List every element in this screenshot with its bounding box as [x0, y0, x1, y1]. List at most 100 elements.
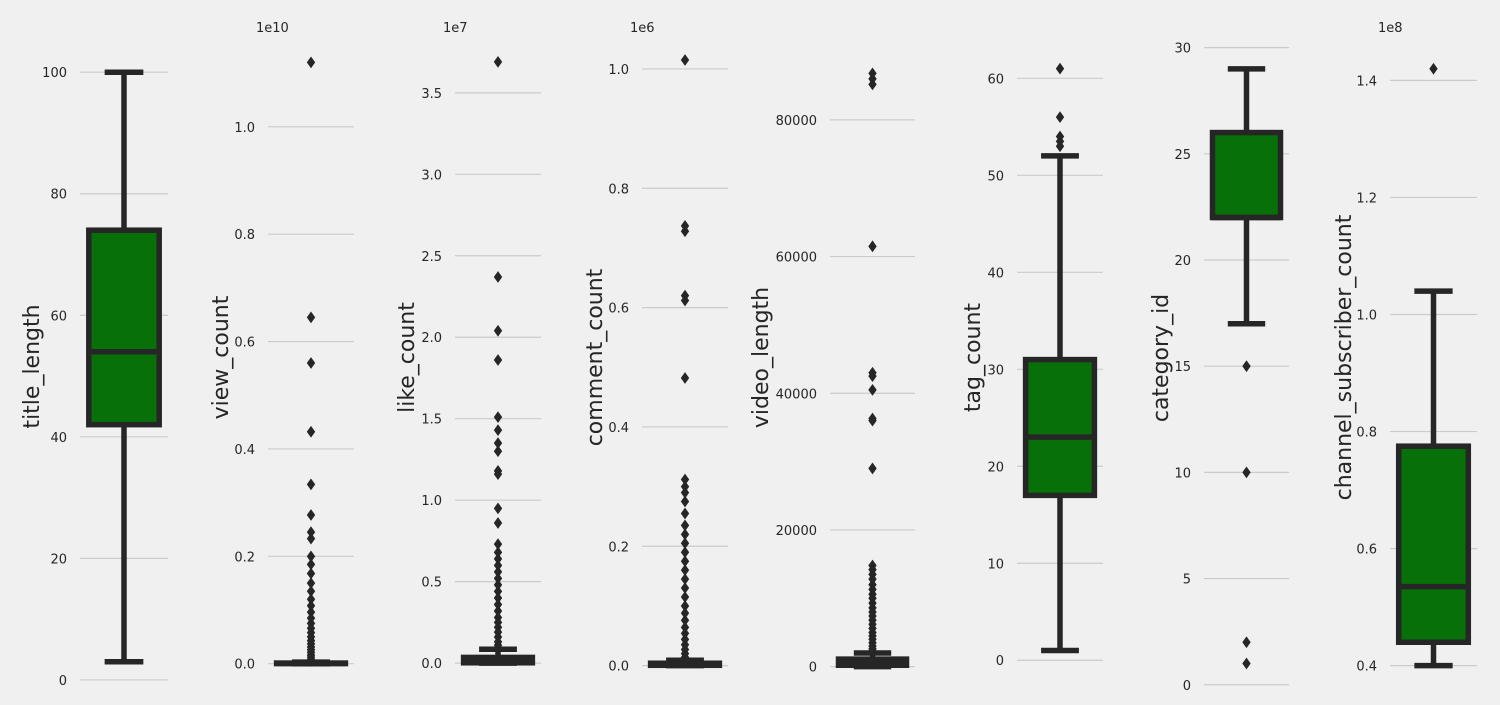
- y-tick-label: 15: [1174, 360, 1191, 375]
- y-tick-label: 0.0: [608, 660, 629, 675]
- outlier-point: [680, 480, 690, 493]
- outlier-point: [493, 424, 503, 436]
- y-tick-label: 1.5: [421, 413, 442, 428]
- y-tick-label: 0.2: [608, 540, 629, 555]
- outlier-point: [1055, 140, 1065, 153]
- y-tick-label: 0: [809, 661, 817, 676]
- outlier-point: [306, 311, 316, 324]
- outlier-point: [493, 605, 503, 617]
- outlier-point: [1242, 466, 1251, 479]
- y-tick-label: 25: [1174, 148, 1191, 163]
- outlier-point: [680, 627, 690, 640]
- y-tick-label: 50: [987, 169, 1004, 184]
- y-axis-label: comment_count: [583, 268, 608, 446]
- y-tick-label: 2.0: [421, 331, 442, 346]
- outlier-point: [1055, 111, 1065, 124]
- y-tick-label: 60: [50, 309, 67, 324]
- y-axis-label: channel_subscriber_count: [1332, 214, 1357, 500]
- outlier-point: [493, 639, 503, 652]
- outlier-point: [306, 478, 316, 491]
- outlier-point: [493, 546, 503, 559]
- outlier-point: [680, 528, 690, 541]
- y-tick-label: 1.4: [1356, 74, 1377, 89]
- outlier-point: [868, 78, 877, 91]
- outlier-point: [493, 565, 503, 578]
- y-tick-label: 100: [42, 66, 67, 81]
- outlier-point: [1242, 360, 1251, 373]
- y-tick-label: 10: [987, 557, 1004, 572]
- y-tick-label: 20: [1174, 254, 1191, 269]
- outlier-point: [306, 599, 316, 612]
- outlier-point: [493, 552, 503, 565]
- outlier-point: [493, 585, 503, 598]
- axis-offset-label: 1e6: [630, 21, 655, 36]
- y-tick-label: 20: [50, 552, 67, 567]
- y-tick-label: 0.8: [1356, 426, 1377, 441]
- y-tick-label: 0.0: [234, 658, 255, 673]
- y-tick-label: 3.0: [421, 168, 442, 183]
- outlier-point: [868, 645, 877, 657]
- y-tick-label: 80000: [776, 114, 817, 129]
- y-tick-label: 3.5: [421, 87, 442, 102]
- iqr-box: [86, 227, 162, 428]
- outlier-point: [493, 538, 503, 551]
- y-axis-label: title_length: [20, 304, 45, 428]
- outlier-point: [493, 592, 503, 604]
- y-tick-label: 1.0: [1356, 309, 1377, 324]
- outlier-point: [680, 607, 690, 619]
- y-tick-label: 20: [987, 460, 1004, 475]
- y-axis-label: view_count: [209, 295, 234, 419]
- y-axis-label: video_length: [749, 287, 774, 428]
- outlier-point: [680, 519, 690, 532]
- panel-video-length: 0 20000 40000 60000 80000 video_length: [749, 67, 915, 676]
- outlier-point: [868, 414, 877, 427]
- outlier-point: [680, 591, 690, 603]
- outlier-point: [493, 468, 503, 480]
- outlier-point: [680, 372, 690, 384]
- iqr-box: [1395, 443, 1472, 645]
- outlier-point: [493, 445, 503, 458]
- panel-tag-count: 0 10 20 30 40 50 60 tag_count: [961, 62, 1103, 669]
- panel-channel-subscriber-count: 0.4 0.6 0.8 1.0 1.2 1.4 channel_subscriber_cou…: [1332, 21, 1477, 675]
- outlier-point: [680, 614, 690, 627]
- outlier-point: [306, 585, 316, 598]
- y-tick-label: 0: [1183, 679, 1191, 694]
- outlier-point: [306, 526, 316, 539]
- y-axis-label: like_count: [395, 302, 420, 413]
- outlier-point: [493, 56, 503, 68]
- outlier-point: [493, 411, 503, 423]
- outlier-point: [680, 651, 690, 664]
- outlier-point: [1242, 636, 1251, 649]
- y-tick-label: 1.0: [608, 63, 629, 78]
- outlier-point: [680, 507, 690, 520]
- outlier-point: [680, 582, 690, 594]
- y-tick-label: 40000: [776, 387, 817, 402]
- y-tick-label: 0.0: [421, 657, 442, 672]
- outlier-point: [306, 56, 316, 69]
- y-tick-label: 10: [1174, 466, 1191, 481]
- y-tick-label: 0.4: [1356, 660, 1377, 675]
- y-tick-label: 30: [987, 363, 1004, 378]
- outlier-point: [306, 558, 316, 571]
- axis-offset-label: 1e10: [256, 21, 289, 36]
- outlier-point: [306, 567, 316, 580]
- y-tick-label: 0.5: [421, 576, 442, 591]
- y-tick-label: 30: [1174, 42, 1191, 57]
- y-tick-label: 0.6: [234, 336, 255, 351]
- outlier-point: [680, 486, 690, 499]
- y-tick-label: 60000: [776, 251, 817, 266]
- outlier-point: [680, 555, 690, 568]
- y-tick-label: 2.5: [421, 250, 442, 265]
- y-tick-label: 20000: [776, 524, 817, 539]
- outlier-point: [680, 573, 690, 585]
- y-tick-label: 0.2: [234, 550, 255, 565]
- outlier-point: [306, 425, 316, 438]
- outlier-point: [868, 370, 877, 383]
- y-tick-label: 1.0: [421, 494, 442, 509]
- outlier-point: [493, 271, 503, 283]
- panel-comment-count: 0.0 0.2 0.4 0.6 0.8 1.0 comment_count 1e6: [583, 21, 728, 675]
- outlier-point: [493, 324, 503, 337]
- outlier-point: [680, 546, 690, 559]
- outlier-point: [868, 383, 877, 396]
